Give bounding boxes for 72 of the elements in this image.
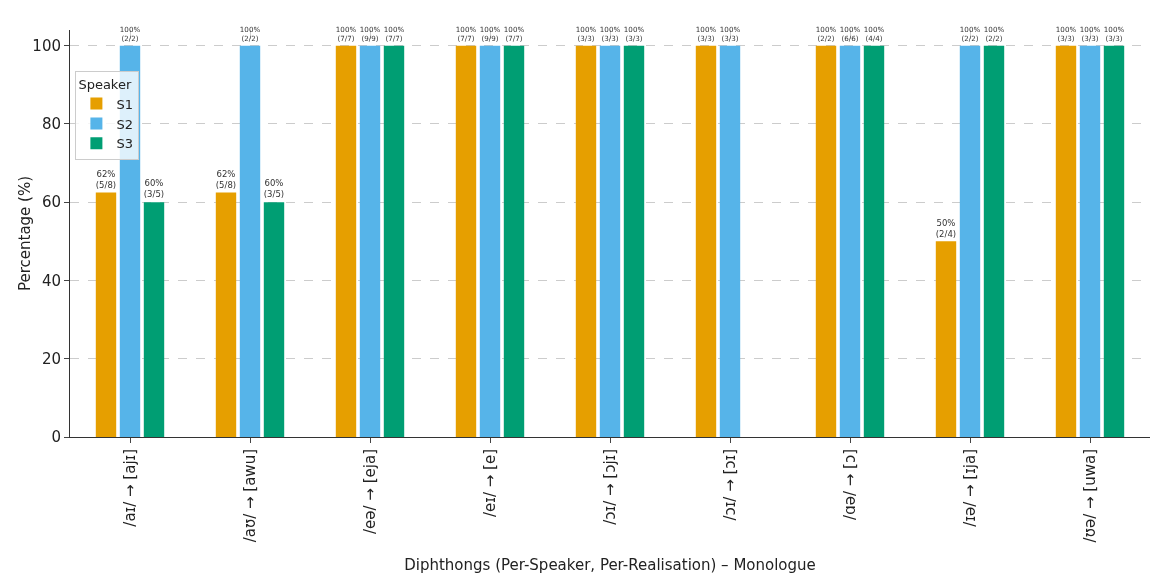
data-label: 100% (3/3) bbox=[719, 24, 741, 44]
y-tick-label: 40 bbox=[41, 271, 61, 290]
data-label: 100% (2/2) bbox=[239, 24, 261, 44]
data-label: 100% (9/9) bbox=[359, 24, 381, 44]
x-axis-title: Diphthongs (Per-Speaker, Per-Realisation) – Monologue bbox=[404, 556, 816, 575]
x-tick-label: /ɔɪ/ → [ɔjɪ] bbox=[600, 449, 619, 525]
bar bbox=[455, 45, 477, 437]
x-tick-label: /ɑə/ → [ɔ] bbox=[840, 449, 859, 520]
data-label: 100% (9/9) bbox=[479, 24, 501, 44]
bar bbox=[623, 45, 645, 437]
x-tick-label: /ɔɪ/ → [ɔɪ] bbox=[720, 449, 739, 521]
bar bbox=[383, 45, 405, 437]
bar bbox=[719, 45, 741, 437]
y-tick-label: 100 bbox=[32, 36, 61, 55]
bar bbox=[983, 45, 1005, 437]
x-tick-label: /ʊə/ → [uwa] bbox=[1080, 449, 1099, 543]
bar bbox=[1079, 45, 1101, 437]
bar bbox=[359, 45, 381, 437]
bar bbox=[479, 45, 501, 437]
x-tick-label: /ɪə/ → [ɪja] bbox=[960, 449, 979, 527]
bar bbox=[1103, 45, 1125, 437]
x-tick-label: /aɪ/ → [ajɪ] bbox=[120, 449, 139, 527]
bar bbox=[239, 45, 261, 437]
bar bbox=[143, 202, 165, 437]
legend-label: S2 bbox=[116, 116, 133, 132]
bar bbox=[863, 45, 885, 437]
data-label: 62% (5/8) bbox=[215, 168, 237, 190]
bar bbox=[263, 202, 285, 437]
x-tick-label: /aʊ/ → [awu] bbox=[240, 449, 259, 543]
data-label: 100% (3/3) bbox=[1103, 24, 1125, 44]
data-label: 100% (6/6) bbox=[839, 24, 861, 44]
bar bbox=[215, 192, 237, 437]
bar bbox=[935, 241, 957, 437]
data-label: 100% (2/2) bbox=[815, 24, 837, 44]
data-label: 100% (3/3) bbox=[623, 24, 645, 44]
data-label: 100% (3/3) bbox=[695, 24, 717, 44]
bar bbox=[599, 45, 621, 437]
legend-label: S1 bbox=[116, 96, 133, 112]
y-tick-label: 80 bbox=[41, 115, 61, 134]
data-label: 50% (2/4) bbox=[935, 217, 957, 239]
data-label: 100% (2/2) bbox=[983, 24, 1005, 44]
y-tick-label: 20 bbox=[41, 349, 61, 368]
legend-title: Speaker bbox=[78, 76, 132, 92]
bar bbox=[335, 45, 357, 437]
data-label: 100% (3/3) bbox=[1055, 24, 1077, 44]
bar bbox=[503, 45, 525, 437]
y-axis-title: Percentage (%) bbox=[16, 175, 34, 292]
data-label: 100% (3/3) bbox=[575, 24, 597, 44]
y-tick-label: 0 bbox=[51, 428, 61, 447]
bar bbox=[815, 45, 837, 437]
data-label: 100% (7/7) bbox=[455, 24, 477, 44]
data-label: 62% (5/8) bbox=[95, 168, 117, 190]
data-label: 100% (4/4) bbox=[863, 24, 885, 44]
bar bbox=[575, 45, 597, 437]
data-label: 100% (7/7) bbox=[335, 24, 357, 44]
data-label: 100% (3/3) bbox=[599, 24, 621, 44]
bar bbox=[95, 192, 117, 437]
legend-label: S3 bbox=[116, 136, 133, 152]
x-tick-label: /eə/ → [eja] bbox=[360, 449, 379, 534]
data-label: 60% (3/5) bbox=[263, 178, 285, 200]
x-tick-label: /eɪ/ → [e] bbox=[480, 449, 499, 517]
y-tick-label: 60 bbox=[41, 193, 61, 212]
data-label: 100% (3/3) bbox=[1079, 24, 1101, 44]
data-label: 100% (2/2) bbox=[119, 24, 141, 44]
data-label: 100% (7/7) bbox=[383, 24, 405, 44]
bar bbox=[1055, 45, 1077, 437]
bar bbox=[839, 45, 861, 437]
data-label: 100% (7/7) bbox=[503, 24, 525, 44]
bar bbox=[959, 45, 981, 437]
data-label: 100% (2/2) bbox=[959, 24, 981, 44]
bar bbox=[695, 45, 717, 437]
data-label: 60% (3/5) bbox=[143, 178, 165, 200]
